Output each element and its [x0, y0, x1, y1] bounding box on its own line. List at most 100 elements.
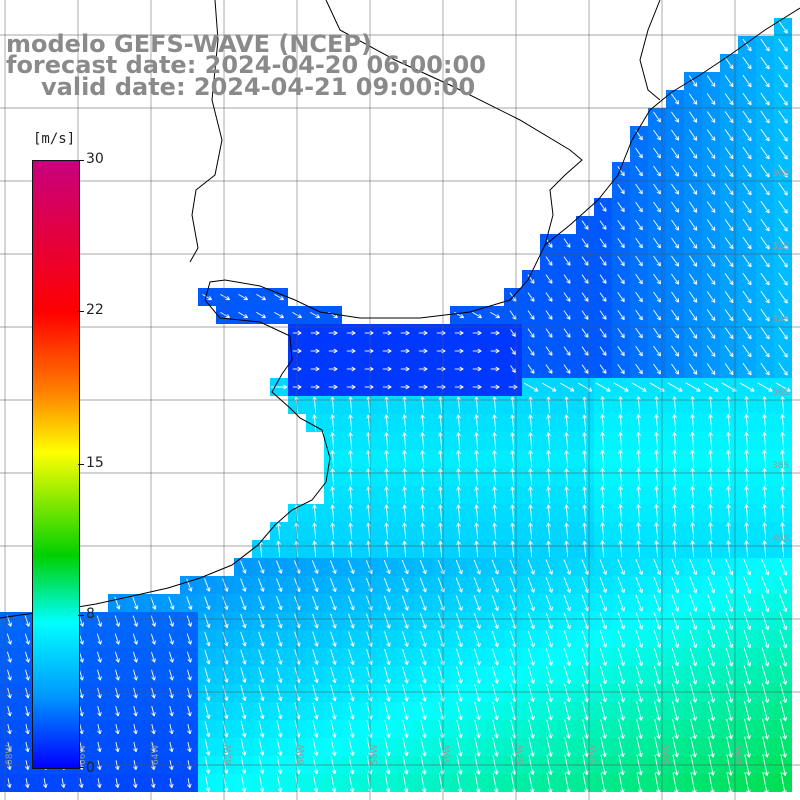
wind-arrow: [402, 486, 407, 504]
wind-arrow: [617, 184, 625, 195]
wind-arrow: [688, 165, 698, 177]
wind-arrow: [419, 595, 427, 611]
wind-arrow: [582, 772, 589, 794]
wind-arrow: [346, 366, 356, 372]
wind-arrow: [564, 666, 571, 685]
wind-arrow: [96, 651, 102, 663]
wind-arrow: [667, 382, 683, 392]
wind-arrow: [760, 56, 770, 70]
wind-arrow: [778, 182, 788, 196]
wind-arrow: [778, 308, 788, 322]
wind-arrow: [780, 468, 785, 486]
wind-arrow: [115, 778, 120, 788]
wind-arrow: [724, 75, 734, 88]
wind-arrow: [330, 684, 337, 702]
wind-arrow: [653, 327, 661, 339]
wind-arrow: [348, 720, 355, 738]
wind-arrow: [222, 578, 229, 592]
wind-arrow: [635, 219, 643, 231]
wind-arrow: [778, 56, 788, 70]
wind-arrow: [690, 772, 697, 794]
wind-arrow: [581, 630, 589, 648]
wind-arrow: [761, 594, 770, 612]
wind-arrow: [528, 666, 535, 684]
wind-arrow: [274, 311, 284, 319]
wind-arrow: [438, 522, 443, 540]
wind-arrow: [384, 738, 391, 757]
wind-arrow: [150, 651, 156, 663]
wind-arrow: [169, 669, 174, 681]
wind-arrow: [671, 327, 680, 339]
wind-arrow: [546, 468, 551, 486]
wind-arrow: [545, 256, 553, 266]
wind-arrow: [672, 701, 679, 721]
wind-arrow: [258, 596, 265, 611]
wind-arrow: [310, 311, 320, 319]
wind-arrow: [707, 594, 716, 612]
wind-arrow: [672, 772, 679, 794]
longitude-label: 66W: [78, 745, 88, 765]
wind-arrow: [527, 612, 535, 630]
wind-arrow: [726, 504, 731, 522]
wind-arrow: [348, 702, 355, 720]
wind-arrow: [114, 633, 120, 645]
wind-arrow: [726, 736, 733, 758]
wind-arrow: [654, 683, 661, 703]
wind-arrow: [582, 737, 589, 757]
wind-arrow: [492, 522, 497, 540]
wind-arrow: [707, 558, 716, 576]
wind-arrow: [743, 629, 752, 649]
wind-arrow: [328, 384, 338, 390]
wind-arrow: [563, 256, 571, 266]
wind-arrow: [456, 773, 463, 793]
colorbar-tick: [78, 767, 84, 768]
wind-arrow: [599, 648, 607, 667]
wind-arrow: [671, 183, 680, 195]
wind-arrow: [186, 633, 192, 645]
wind-arrow: [743, 612, 752, 631]
wind-arrow: [474, 468, 479, 486]
wind-arrow: [61, 778, 66, 788]
wind-arrow: [384, 540, 389, 557]
wind-arrow: [581, 292, 589, 302]
wind-arrow: [582, 719, 589, 739]
wind-arrow: [24, 633, 30, 645]
wind-arrow: [617, 274, 625, 285]
wind-arrow: [725, 665, 734, 685]
wind-arrow: [151, 669, 156, 681]
wind-arrow: [510, 414, 515, 432]
wind-arrow: [169, 742, 174, 753]
wind-arrow: [617, 220, 625, 231]
wind-arrow: [761, 576, 770, 594]
wind-arrow: [739, 382, 755, 392]
wind-arrow: [744, 718, 751, 740]
wind-arrow: [151, 687, 156, 699]
wind-arrow: [600, 504, 605, 522]
wind-arrow: [151, 778, 156, 788]
wind-arrow: [276, 596, 283, 611]
wind-arrow: [546, 486, 551, 504]
wind-arrow: [599, 238, 607, 248]
wind-arrow: [636, 683, 643, 703]
latitude-label: 30S: [772, 169, 789, 179]
longitude-label: 68W: [5, 745, 15, 765]
wind-arrow: [419, 559, 427, 575]
wind-arrow: [688, 75, 698, 87]
wind-arrow: [346, 348, 356, 354]
wind-arrow: [384, 631, 391, 647]
wind-arrow: [581, 346, 589, 356]
wind-arrow: [671, 273, 680, 285]
wind-arrow: [600, 701, 607, 721]
wind-arrow: [762, 772, 769, 795]
wind-arrow: [545, 238, 553, 248]
wind-arrow: [690, 396, 695, 414]
wind-arrow: [744, 540, 749, 558]
wind-arrow: [563, 630, 571, 648]
wind-arrow: [582, 683, 589, 703]
wind-arrow: [599, 202, 607, 212]
wind-arrow: [348, 414, 353, 432]
wind-arrow: [383, 560, 391, 575]
wind-arrow: [456, 468, 461, 486]
wind-arrow: [688, 327, 698, 339]
wind-arrow: [724, 183, 734, 196]
